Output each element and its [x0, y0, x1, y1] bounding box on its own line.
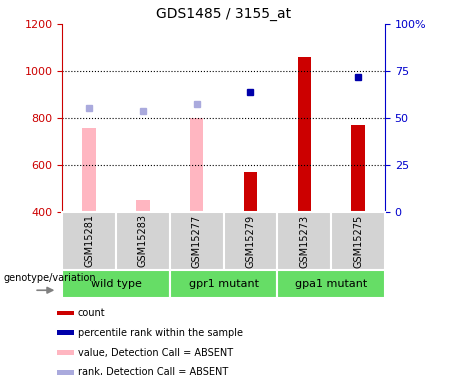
- Text: GSM15273: GSM15273: [299, 214, 309, 267]
- Bar: [190, 118, 203, 212]
- Text: GSM15279: GSM15279: [245, 214, 255, 267]
- Bar: [62, 270, 170, 298]
- Bar: [278, 212, 331, 270]
- Text: count: count: [78, 308, 106, 318]
- Text: GSM15283: GSM15283: [138, 214, 148, 267]
- Title: GDS1485 / 3155_at: GDS1485 / 3155_at: [156, 7, 291, 21]
- Bar: [351, 125, 365, 212]
- Bar: [331, 212, 385, 270]
- Bar: [136, 200, 150, 212]
- Text: gpr1 mutant: gpr1 mutant: [189, 279, 259, 289]
- Text: genotype/variation: genotype/variation: [3, 273, 96, 283]
- Text: percentile rank within the sample: percentile rank within the sample: [78, 328, 243, 338]
- Text: value, Detection Call = ABSENT: value, Detection Call = ABSENT: [78, 348, 233, 358]
- Bar: [57, 350, 74, 355]
- Bar: [57, 310, 74, 315]
- Bar: [170, 270, 277, 298]
- Bar: [278, 270, 385, 298]
- Text: wild type: wild type: [90, 279, 142, 289]
- Bar: [83, 128, 96, 212]
- Bar: [57, 370, 74, 375]
- Bar: [244, 172, 257, 212]
- Bar: [57, 330, 74, 335]
- Text: GSM15275: GSM15275: [353, 214, 363, 267]
- Bar: [224, 212, 278, 270]
- Bar: [170, 212, 224, 270]
- Bar: [116, 212, 170, 270]
- Text: rank, Detection Call = ABSENT: rank, Detection Call = ABSENT: [78, 368, 228, 375]
- Text: GSM15281: GSM15281: [84, 214, 94, 267]
- Bar: [297, 57, 311, 212]
- Bar: [62, 212, 116, 270]
- Text: gpa1 mutant: gpa1 mutant: [295, 279, 367, 289]
- Text: GSM15277: GSM15277: [192, 214, 202, 267]
